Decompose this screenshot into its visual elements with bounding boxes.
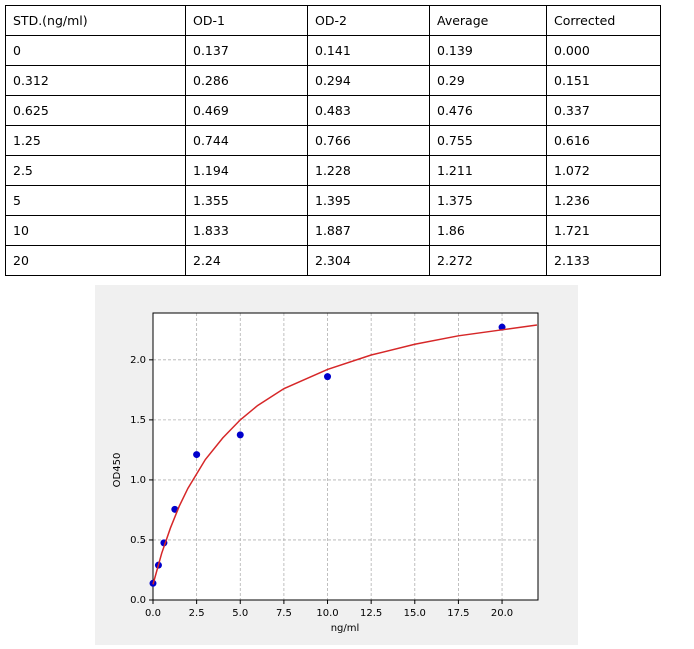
table-cell: 0.29 xyxy=(429,65,547,96)
table-cell: 1.072 xyxy=(546,155,661,186)
data-point xyxy=(324,373,332,381)
table-cell: 1.395 xyxy=(307,185,430,216)
x-axis-label: ng/ml xyxy=(331,623,360,634)
table-cell: 10 xyxy=(5,215,186,246)
table-cell: 0 xyxy=(5,35,186,66)
table-row: 2.5 1.194 1.228 1.211 1.072 xyxy=(5,155,661,186)
fit-curve xyxy=(152,324,538,585)
y-tick-label: 2.0 xyxy=(130,355,146,366)
x-tick-label: 5.0 xyxy=(232,608,248,619)
x-tick-label: 10.0 xyxy=(316,608,338,619)
table-cell: 2.5 xyxy=(5,155,186,186)
table-cell: 0.312 xyxy=(5,65,186,96)
x-tick-label: 12.5 xyxy=(360,608,382,619)
table-cell: Average xyxy=(429,5,547,36)
table-cell: 0.469 xyxy=(185,95,308,126)
table-cell: 1.236 xyxy=(546,185,661,216)
table-cell: 0.483 xyxy=(307,95,430,126)
table-cell: 5 xyxy=(5,185,186,216)
table-cell: 1.86 xyxy=(429,215,547,246)
data-table: STD.(ng/ml) OD-1 OD-2 Average Corrected 0 0.13… xyxy=(5,5,661,276)
x-tick-label: 20.0 xyxy=(491,608,513,619)
table-cell: 0.294 xyxy=(307,65,430,96)
table-cell: 0.755 xyxy=(429,125,547,156)
x-tick-label: 7.5 xyxy=(276,608,292,619)
table-cell: 0.137 xyxy=(185,35,308,66)
header-row: STD.(ng/ml) OD-1 OD-2 Average Corrected xyxy=(5,5,661,36)
table-cell: 2.133 xyxy=(546,245,661,276)
data-point xyxy=(236,431,244,439)
y-axis-label: OD450 xyxy=(112,453,123,488)
x-tick-label: 0.0 xyxy=(145,608,161,619)
table-row: 0.312 0.286 0.294 0.29 0.151 xyxy=(5,65,661,96)
y-tick-label: 1.0 xyxy=(130,475,146,486)
chart-panel: ng/ml OD450 0.0 2.5 5.0 7.5 10.0 12.5 15.0 17.5… xyxy=(95,285,578,645)
table-cell: 0.744 xyxy=(185,125,308,156)
table-cell: 1.194 xyxy=(185,155,308,186)
y-tick-label: 0.0 xyxy=(130,595,146,606)
table-cell: 0.766 xyxy=(307,125,430,156)
table-cell: 1.211 xyxy=(429,155,547,186)
table-row: 1.25 0.744 0.766 0.755 0.616 xyxy=(5,125,661,156)
table-cell: 1.833 xyxy=(185,215,308,246)
table-cell: 0.625 xyxy=(5,95,186,126)
table-row: 20 2.24 2.304 2.272 2.133 xyxy=(5,245,661,276)
table-row: 0.625 0.469 0.483 0.476 0.337 xyxy=(5,95,661,126)
y-tick-label: 1.5 xyxy=(130,415,146,426)
data-point xyxy=(193,451,201,459)
x-tick-label: 15.0 xyxy=(404,608,426,619)
table-cell: OD-2 xyxy=(307,5,430,36)
plot-area xyxy=(153,313,538,600)
table-cell: 1.228 xyxy=(307,155,430,186)
table-cell: STD.(ng/ml) xyxy=(5,5,186,36)
plot-frame xyxy=(152,312,539,601)
table-cell: 0.000 xyxy=(546,35,661,66)
table-cell: 0.616 xyxy=(546,125,661,156)
table-row: 5 1.355 1.395 1.375 1.236 xyxy=(5,185,661,216)
table-cell: 2.304 xyxy=(307,245,430,276)
table-row: 10 1.833 1.887 1.86 1.721 xyxy=(5,215,661,246)
table-cell: 0.337 xyxy=(546,95,661,126)
table-cell: 0.141 xyxy=(307,35,430,66)
table-cell: Corrected xyxy=(546,5,661,36)
table-cell: 1.375 xyxy=(429,185,547,216)
table-cell: 0.139 xyxy=(429,35,547,66)
table-cell: 0.286 xyxy=(185,65,308,96)
table-cell: 1.25 xyxy=(5,125,186,156)
table-cell: 20 xyxy=(5,245,186,276)
table-cell: 0.151 xyxy=(546,65,661,96)
table-cell: 1.887 xyxy=(307,215,430,246)
x-tick-label: 17.5 xyxy=(447,608,469,619)
table-row: 0 0.137 0.141 0.139 0.000 xyxy=(5,35,661,66)
table-cell: 0.476 xyxy=(429,95,547,126)
table-cell: 1.355 xyxy=(185,185,308,216)
y-tick-label: 0.5 xyxy=(130,535,146,546)
chart: ng/ml OD450 0.0 2.5 5.0 7.5 10.0 12.5 15.0 17.5… xyxy=(112,312,539,634)
table-cell: 2.272 xyxy=(429,245,547,276)
table-cell: OD-1 xyxy=(185,5,308,36)
table-cell: 1.721 xyxy=(546,215,661,246)
x-tick-label: 2.5 xyxy=(189,608,205,619)
table-cell: 2.24 xyxy=(185,245,308,276)
